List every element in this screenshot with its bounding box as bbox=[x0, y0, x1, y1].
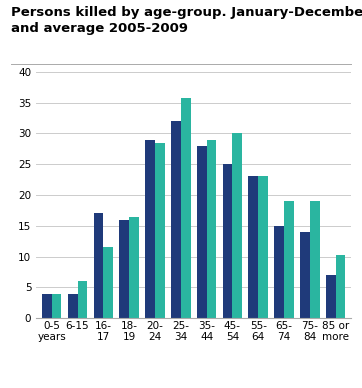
Bar bbox=[274, 226, 284, 318]
Bar bbox=[145, 140, 155, 318]
Bar bbox=[77, 281, 87, 318]
Bar bbox=[336, 255, 345, 318]
Bar bbox=[68, 293, 77, 318]
Bar bbox=[326, 275, 336, 318]
Bar bbox=[248, 177, 258, 318]
Bar bbox=[223, 164, 232, 318]
Bar bbox=[207, 140, 216, 318]
Bar bbox=[93, 213, 103, 318]
Bar bbox=[119, 220, 129, 318]
Bar bbox=[52, 293, 62, 318]
Bar bbox=[197, 146, 207, 318]
Bar bbox=[171, 121, 181, 318]
Bar bbox=[129, 217, 139, 318]
Bar bbox=[258, 177, 268, 318]
Bar bbox=[232, 133, 242, 318]
Bar bbox=[103, 247, 113, 318]
Bar bbox=[181, 98, 190, 318]
Bar bbox=[155, 143, 165, 318]
Text: Persons killed by age-group. January-December 2009
and average 2005-2009: Persons killed by age-group. January-Dec… bbox=[11, 6, 362, 35]
Bar bbox=[310, 201, 320, 318]
Bar bbox=[300, 232, 310, 318]
Bar bbox=[42, 293, 52, 318]
Bar bbox=[284, 201, 294, 318]
